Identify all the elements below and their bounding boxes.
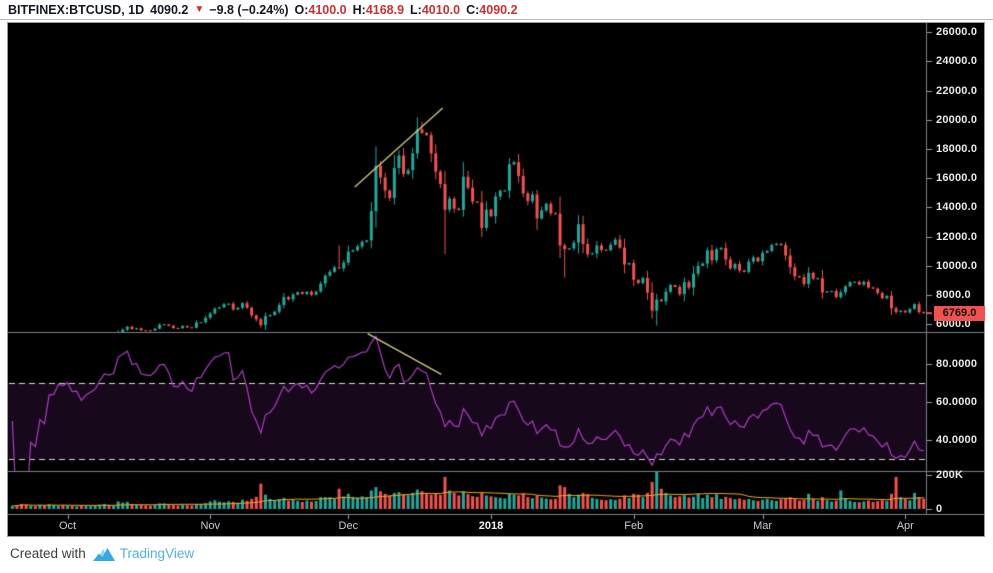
price-axis-label: 20000.0: [936, 113, 978, 126]
chart-header: BITFINEX:BTCUSD, 1D 4090.2 ▼ −9.8 (−0.24…: [0, 0, 993, 20]
time-axis-label: Dec: [338, 520, 359, 532]
close-label: C:: [466, 2, 480, 17]
price-axis-label: 22000.0: [936, 84, 978, 97]
rsi-axis-label: 80.0000: [936, 357, 978, 370]
tradingview-logo-icon: [92, 546, 115, 561]
price-axis-label: 24000.0: [936, 55, 978, 68]
created-with-label: Created with: [10, 546, 86, 561]
close-value: 4090.2: [479, 2, 518, 17]
price-axis-label: 6000.0: [936, 318, 971, 331]
price-axis-label: 26000.0: [936, 26, 978, 39]
time-axis-label: Feb: [624, 520, 644, 532]
low-label: L:: [410, 2, 422, 17]
last-price-tag: 6769.0: [934, 305, 985, 321]
price-axis-label: 16000.0: [936, 172, 978, 185]
time-axis-label: 2018: [478, 520, 504, 532]
rsi-axis-label: 60.0000: [936, 396, 978, 408]
time-axis-label: Apr: [896, 520, 914, 532]
time-axis-label: Mar: [753, 520, 773, 532]
price-axis-label: 12000.0: [936, 230, 978, 243]
high-value: 4168.9: [365, 2, 405, 17]
price-axis-label: 10000.0: [936, 259, 978, 272]
direction-down-icon: ▼: [194, 4, 205, 15]
rsi-axis-label: 40.0000: [936, 434, 978, 447]
high-label: H:: [352, 2, 366, 17]
open-label: O:: [294, 2, 309, 17]
open-value: 4100.0: [308, 2, 347, 17]
symbol-title: BITFINEX:BTCUSD, 1D: [8, 2, 145, 17]
price-change: −9.8 (−0.24%): [209, 2, 289, 17]
last-price: 4090.2: [150, 2, 189, 17]
tradingview-brand-link[interactable]: TradingView: [119, 546, 195, 561]
chart-canvas[interactable]: [8, 23, 984, 536]
low-value: 4010.0: [421, 2, 461, 17]
volume-axis-label: 200K: [936, 469, 964, 482]
chart-area: 26000.0 24000.0 22000.0 20000.0 18000.0 16000…: [7, 22, 985, 537]
volume-axis-label: 0: [936, 503, 943, 515]
price-axis-label: 14000.0: [936, 201, 978, 214]
time-axis-label: Oct: [58, 520, 77, 532]
tradingview-attribution: Created with TradingView: [10, 546, 194, 561]
time-axis-label: Nov: [200, 520, 220, 532]
price-axis-label: 18000.0: [936, 142, 978, 155]
price-axis-label: 8000.0: [936, 289, 971, 302]
